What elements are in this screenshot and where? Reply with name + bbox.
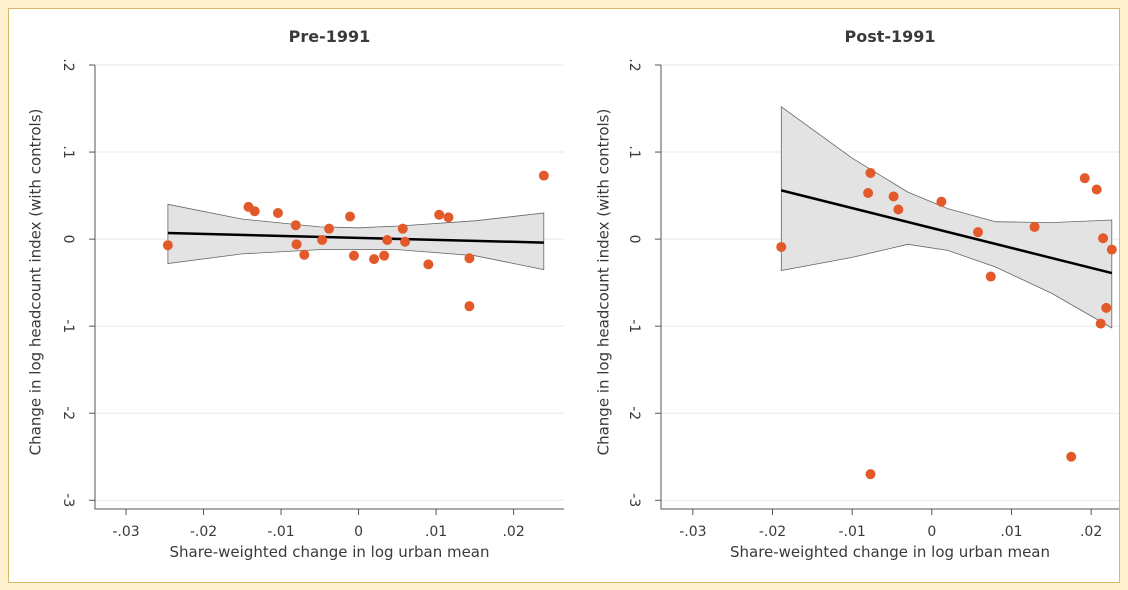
data-point	[1101, 302, 1112, 313]
data-point	[379, 250, 390, 261]
y-axis-label: Change in log headcount index (with cont…	[595, 109, 613, 456]
confidence-band	[780, 106, 1113, 329]
data-point	[249, 206, 260, 217]
data-point	[888, 191, 899, 202]
data-point	[1091, 184, 1102, 195]
data-point	[863, 187, 874, 198]
x-axis-label: Share-weighted change in log urban mean	[169, 543, 489, 561]
chart-panel-2: .2 .1 0 -1 -2 -3 -.03 -.02 -.01 0 .01 .02 Post-1991 S…	[595, 27, 1119, 561]
x-tick-label: -.01	[839, 524, 866, 540]
data-point	[272, 208, 283, 218]
x-tick-label: 0	[354, 524, 363, 540]
y-tick-label: .1	[60, 145, 76, 158]
data-point	[1029, 221, 1040, 232]
data-point	[291, 239, 302, 250]
y-tick-label: .2	[60, 58, 76, 71]
figure-panel: .2 .1 0 -1 -2 -3 -.03 -.02 -.01 0 .01 .02 Pre-1991 Sh…	[8, 8, 1120, 583]
data-point	[290, 220, 301, 231]
y-tick-label: -3	[626, 493, 642, 507]
x-tick-label: -.01	[267, 524, 294, 540]
x-axis-label: Share-weighted change in log urban mean	[730, 543, 1050, 561]
scatter-charts: .2 .1 0 -1 -2 -3 -.03 -.02 -.01 0 .01 .02 Pre-1991 Sh…	[27, 27, 1119, 561]
data-point	[464, 301, 475, 312]
data-point	[400, 236, 411, 247]
y-tick-label: -1	[60, 319, 76, 333]
chart-panel-1: .2 .1 0 -1 -2 -3 -.03 -.02 -.01 0 .01 .02 Pre-1991 Sh…	[27, 27, 564, 561]
data-point	[893, 204, 904, 215]
data-point	[865, 167, 876, 178]
fit-line	[780, 189, 1113, 275]
y-tick-label: 0	[626, 235, 642, 244]
y-tick-label: -2	[60, 406, 76, 420]
data-point	[973, 227, 984, 238]
chart-title: Post-1991	[844, 27, 935, 46]
data-point	[434, 209, 445, 220]
data-point	[985, 271, 996, 282]
y-tick-label: .2	[626, 58, 642, 71]
data-point	[162, 240, 173, 251]
data-point	[345, 211, 356, 222]
x-tick-label: 0	[927, 524, 936, 540]
data-point	[464, 253, 475, 264]
data-point	[776, 241, 787, 252]
x-tick-label: .02	[1080, 524, 1102, 540]
data-point	[865, 469, 876, 480]
x-tick-label: .02	[502, 524, 524, 540]
data-point	[1066, 451, 1077, 462]
x-tick-label: .01	[1000, 524, 1022, 540]
chart-title: Pre-1991	[289, 27, 371, 46]
data-point	[1079, 173, 1090, 184]
x-tick-label: -.02	[759, 524, 786, 540]
data-point	[538, 170, 549, 181]
x-tick-label: -.03	[679, 524, 706, 540]
data-point	[348, 250, 359, 261]
y-tick-label: -3	[60, 493, 76, 507]
data-point	[324, 223, 335, 234]
x-tick-label: -.03	[112, 524, 139, 540]
data-point	[369, 254, 380, 265]
data-point	[423, 259, 434, 270]
y-tick-label: .1	[626, 145, 642, 158]
data-point	[936, 196, 947, 207]
y-axis-label: Change in log headcount index (with cont…	[27, 109, 45, 456]
data-point	[1098, 233, 1109, 244]
data-point	[1106, 244, 1117, 255]
x-tick-label: -.02	[190, 524, 217, 540]
y-tick-label: -1	[626, 319, 642, 333]
fit-line	[167, 231, 544, 244]
data-point	[1095, 318, 1106, 329]
x-tick-label: .01	[425, 524, 447, 540]
y-tick-label: -2	[626, 406, 642, 420]
data-point	[317, 234, 328, 245]
data-point	[299, 249, 310, 260]
y-tick-label: 0	[60, 235, 76, 244]
data-point	[382, 234, 393, 245]
data-point	[443, 212, 454, 223]
data-point	[397, 223, 408, 234]
